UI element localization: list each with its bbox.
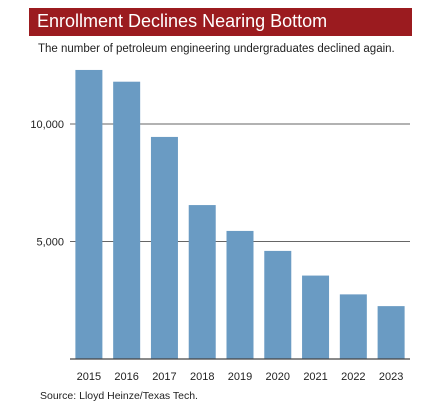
- x-tick-label: 2016: [114, 371, 138, 383]
- x-tick-label: 2018: [190, 371, 214, 383]
- bar-2021: [302, 275, 330, 359]
- bar-2016: [113, 81, 141, 359]
- bar-2017: [150, 136, 178, 359]
- chart-title: Enrollment Declines Nearing Bottom: [37, 11, 328, 31]
- x-tick-label: 2020: [266, 371, 290, 383]
- chart-subtitle: The number of petroleum engineering unde…: [38, 43, 395, 55]
- y-tick-label: 5,000: [36, 237, 64, 249]
- bar-2022: [339, 294, 367, 359]
- title-banner: Enrollment Declines Nearing Bottom: [29, 8, 412, 36]
- x-tick-label: 2017: [152, 371, 176, 383]
- x-tick-label: 2015: [77, 371, 101, 383]
- bar-2019: [226, 230, 254, 359]
- bar-2020: [264, 250, 292, 359]
- x-tick-label: 2022: [341, 371, 365, 383]
- bar-2015: [75, 69, 103, 359]
- x-tick-label: 2019: [228, 371, 252, 383]
- y-tick-label: 10,000: [30, 119, 64, 131]
- bar-2023: [377, 306, 405, 359]
- bar-2018: [188, 205, 216, 359]
- source-note: Source: Lloyd Heinze/Texas Tech.: [40, 390, 198, 402]
- x-tick-label: 2023: [379, 371, 403, 383]
- x-tick-label: 2021: [303, 371, 327, 383]
